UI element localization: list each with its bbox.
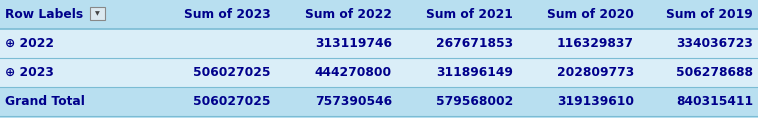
- Text: Row Labels: Row Labels: [5, 8, 83, 21]
- Text: 506027025: 506027025: [193, 66, 271, 79]
- Text: 444270800: 444270800: [315, 66, 392, 79]
- Text: ⊕ 2022: ⊕ 2022: [5, 37, 54, 50]
- Text: 319139610: 319139610: [557, 95, 634, 108]
- Text: Sum of 2022: Sum of 2022: [305, 8, 392, 21]
- Text: Sum of 2020: Sum of 2020: [547, 8, 634, 21]
- FancyBboxPatch shape: [89, 7, 105, 20]
- Text: 311896149: 311896149: [436, 66, 513, 79]
- Text: 506278688: 506278688: [676, 66, 753, 79]
- Text: Grand Total: Grand Total: [5, 95, 85, 108]
- Text: 334036723: 334036723: [676, 37, 753, 50]
- Text: 840315411: 840315411: [676, 95, 753, 108]
- Text: ⊕ 2023: ⊕ 2023: [5, 66, 54, 79]
- Text: ▼: ▼: [95, 11, 99, 16]
- Text: 506027025: 506027025: [193, 95, 271, 108]
- Text: 202809773: 202809773: [556, 66, 634, 79]
- Text: Sum of 2023: Sum of 2023: [184, 8, 271, 21]
- Bar: [0, 29, 758, 58]
- Text: Sum of 2021: Sum of 2021: [426, 8, 513, 21]
- Text: 267671853: 267671853: [436, 37, 513, 50]
- Text: 757390546: 757390546: [315, 95, 392, 108]
- Text: 116329837: 116329837: [557, 37, 634, 50]
- Text: 313119746: 313119746: [315, 37, 392, 50]
- Bar: [0, 58, 758, 87]
- Text: 579568002: 579568002: [436, 95, 513, 108]
- Text: Sum of 2019: Sum of 2019: [666, 8, 753, 21]
- Bar: [0, 0, 758, 29]
- Bar: [0, 87, 758, 116]
